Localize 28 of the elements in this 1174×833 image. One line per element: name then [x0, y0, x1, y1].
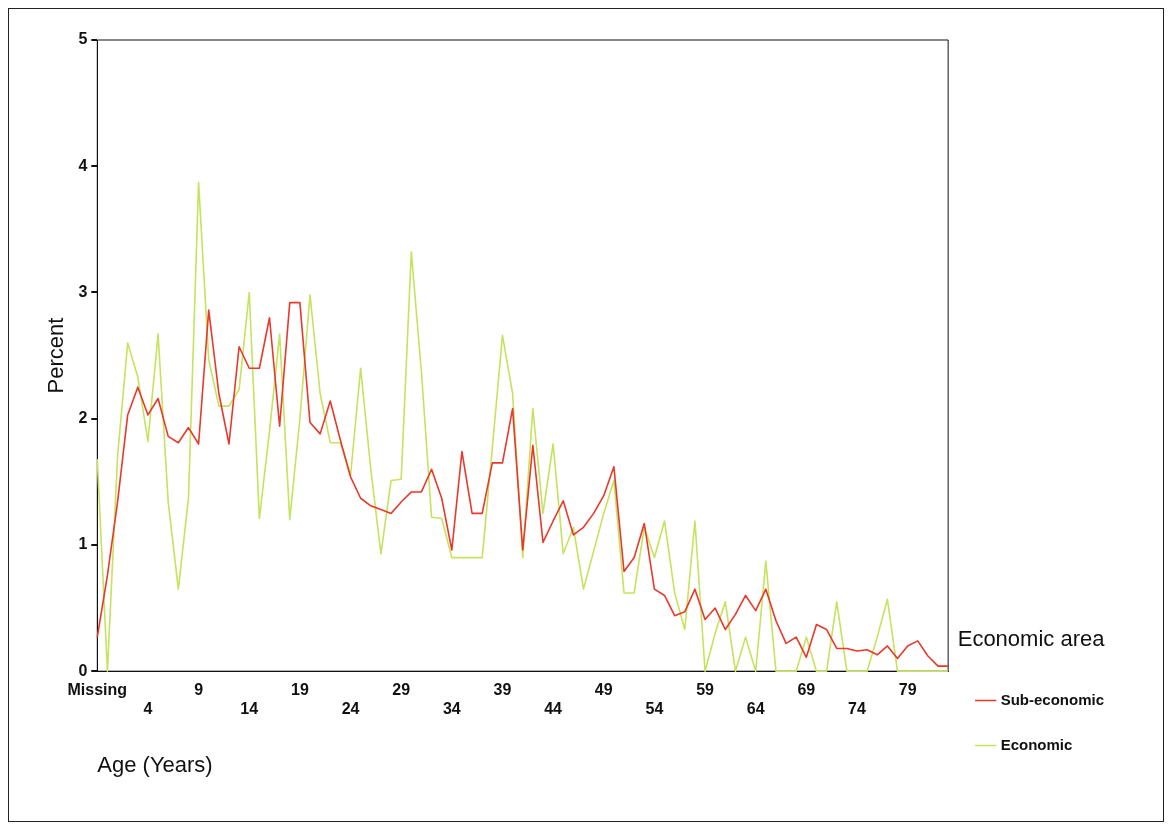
legend-title: Economic area	[957, 625, 1106, 651]
x-tick-label: 14	[240, 700, 259, 718]
x-axis-title: Age (Years)	[97, 751, 213, 777]
y-tick-label: 2	[78, 409, 88, 427]
x-tick-label: 4	[143, 700, 153, 718]
y-tick-label: 1	[78, 535, 88, 553]
x-tick-label: 19	[290, 681, 309, 699]
y-axis-title: Percent	[43, 317, 69, 394]
x-tick-label: 49	[594, 681, 613, 699]
x-tick-label: 44	[544, 700, 563, 718]
y-tick-label: 3	[78, 282, 88, 300]
y-tick-label: 5	[78, 30, 88, 48]
x-tick-label: 54	[645, 700, 664, 718]
x-tick-label: 74	[848, 700, 866, 718]
x-tick-label: 69	[797, 681, 816, 699]
x-tick-label: 9	[194, 681, 204, 699]
x-tick-label: 39	[493, 681, 512, 699]
x-tick-label: 64	[746, 700, 765, 718]
x-tick-label: 79	[898, 681, 917, 699]
x-tick-label: 24	[341, 700, 360, 718]
legend-label: Sub-economic	[1000, 690, 1105, 708]
x-tick-label: 59	[696, 681, 715, 699]
x-tick-label: 29	[392, 681, 411, 699]
legend-label: Economic	[1000, 735, 1073, 753]
x-tick-label: 34	[442, 700, 461, 718]
x-tick-label: Missing	[67, 681, 128, 699]
y-tick-label: 4	[78, 156, 88, 174]
y-tick-label: 0	[78, 661, 88, 679]
